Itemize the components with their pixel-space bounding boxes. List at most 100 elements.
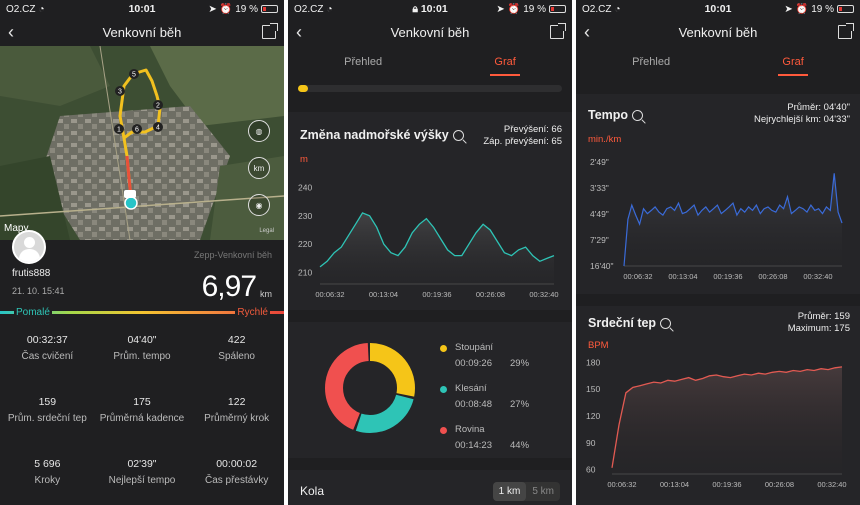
legend-time: 00:08:48 xyxy=(455,399,492,410)
y-tick-label: 60 xyxy=(586,465,596,475)
back-icon[interactable]: ‹ xyxy=(584,21,590,42)
lap-5km-option[interactable]: 5 km xyxy=(532,486,554,497)
zoom-icon[interactable] xyxy=(452,129,464,141)
page-title: Venkovní běh xyxy=(390,24,470,40)
stat-label: Nejlepší tempo xyxy=(108,475,176,486)
progress-track xyxy=(298,85,562,92)
km-toggle-button[interactable]: km xyxy=(248,157,270,179)
alarm-icon: ⏰ xyxy=(219,3,233,15)
page-title: Venkovní běh xyxy=(102,24,182,40)
location-icon: ➤ xyxy=(784,3,793,15)
pace-best-km: Nejrychlejší km: 04'33" xyxy=(754,114,850,125)
status-bar: O2.CZ ◔ 10:01 ➤ ⏰ 19 % xyxy=(0,0,284,18)
pace-average: Průměr: 04'40" xyxy=(787,102,850,113)
wifi-icon: ◔ xyxy=(38,3,45,15)
back-icon[interactable]: ‹ xyxy=(296,21,302,42)
y-tick-label: 7'29" xyxy=(590,235,609,245)
back-icon[interactable]: ‹ xyxy=(8,21,14,42)
share-icon[interactable] xyxy=(262,23,278,39)
stat-value: 122 xyxy=(227,396,246,408)
route-map[interactable]: 1 2 3 4 5 6 ◍ km ◉ Mapy Legal xyxy=(0,46,284,240)
hr-average: Průměr: 159 xyxy=(797,311,850,322)
screen-summary: O2.CZ ◔ 10:01 ➤ ⏰ 19 % ‹ Venkovní běh xyxy=(0,0,284,505)
lap-1km-option[interactable]: 1 km xyxy=(492,482,527,501)
previous-section-scroll xyxy=(288,80,572,102)
carrier-label: O2.CZ xyxy=(6,3,36,15)
tab-overview[interactable]: Přehled xyxy=(632,56,671,68)
x-tick-label: 00:06:32 xyxy=(623,272,652,281)
series-line xyxy=(611,366,843,468)
x-tick-label: 00:13:04 xyxy=(369,290,398,299)
elevation-chart[interactable]: 240 230 220 210 00:06:32 00:13:04 00:19:36 00:2… xyxy=(288,112,572,310)
share-icon[interactable] xyxy=(838,23,854,39)
wifi-icon: ◔ xyxy=(326,3,333,15)
y-tick-label: 210 xyxy=(298,268,312,278)
stat-item: 159 Prům. srdeční tep xyxy=(0,396,95,424)
share-icon[interactable] xyxy=(550,23,566,39)
tab-bar: Přehled Graf xyxy=(288,46,572,76)
tab-graph[interactable]: Graf xyxy=(778,46,809,76)
donut-slice xyxy=(325,343,415,433)
heart-rate-chart[interactable]: 180 150 120 90 60 00:06:32 00:13:04 00:19:36 00:… xyxy=(576,306,860,505)
battery-icon xyxy=(549,5,566,13)
pace-summary: Průměr: 04'40" Nejrychlejší km: 04'33" xyxy=(754,102,850,126)
battery-label: 19 % xyxy=(811,3,834,15)
eye-icon[interactable]: ◉ xyxy=(248,194,270,216)
pace-chart[interactable]: 2'49" 3'33" 4'49" 7'29" 16'40" 00:06:32 00:13:… xyxy=(576,94,860,294)
avatar[interactable] xyxy=(12,230,46,264)
nav-bar: ‹ Venkovní běh xyxy=(0,18,284,46)
stat-value: 00:00:02 xyxy=(216,458,258,470)
stat-value: 02'39" xyxy=(127,458,157,470)
legend-name: Klesání xyxy=(455,383,487,394)
globe-icon[interactable]: ◍ xyxy=(248,120,270,142)
series-line xyxy=(319,212,555,268)
tab-overview[interactable]: Přehled xyxy=(344,56,383,68)
distance-unit: km xyxy=(260,289,272,299)
y-tick-label: 2'49" xyxy=(590,157,609,167)
legend-time: 00:14:23 xyxy=(455,440,492,451)
legend-time: 00:09:26 xyxy=(455,358,492,369)
map-marker-2: 2 xyxy=(156,103,160,110)
nav-bar: ‹ Venkovní běh xyxy=(288,18,572,46)
zoom-icon[interactable] xyxy=(632,109,644,121)
map-marker-1: 1 xyxy=(117,127,121,134)
series-line xyxy=(623,173,843,267)
lock-icon: 🔒︎ xyxy=(412,2,418,15)
screen-pace-hr: O2.CZ ◔ 10:01 ➤ ⏰ 19 % ‹ Venkovní běh Přehl… xyxy=(576,0,860,505)
elevation-title: Změna nadmořské výšky xyxy=(300,128,464,142)
legend-dot xyxy=(440,345,447,352)
legend-dot xyxy=(440,427,447,434)
stat-value: 175 xyxy=(133,396,151,408)
stat-value: 5 696 xyxy=(34,458,61,470)
alarm-icon: ⏰ xyxy=(507,3,521,15)
battery-icon xyxy=(261,5,278,13)
battery-label: 19 % xyxy=(523,3,546,15)
stat-label: Čas přestávky xyxy=(204,475,269,486)
stat-label: Spáleno xyxy=(218,351,255,362)
legend-percent: 27% xyxy=(510,399,530,410)
map-marker-4: 4 xyxy=(156,125,160,132)
zoom-icon[interactable] xyxy=(660,317,672,329)
donut-slice xyxy=(325,343,415,433)
stat-value: 422 xyxy=(227,334,246,346)
stat-item: 422 Spáleno xyxy=(189,334,284,362)
tab-graph[interactable]: Graf xyxy=(490,46,521,76)
x-tick-label: 00:19:36 xyxy=(713,272,742,281)
x-tick-label: 00:26:08 xyxy=(476,290,505,299)
maps-brand: Mapy xyxy=(4,223,29,234)
status-bar: O2.CZ ◔ 🔒︎ 10:01 ➤ ⏰ 19 % xyxy=(288,0,572,18)
clock: 10:01 xyxy=(704,3,732,15)
stat-item: 00:00:02 Čas přestávky xyxy=(189,458,284,486)
lap-distance-selector: 1 km 5 km xyxy=(492,482,560,501)
distance-value: 6,97 xyxy=(201,270,257,303)
pace-unit: min./km xyxy=(588,134,622,145)
x-tick-label: 00:13:04 xyxy=(660,480,689,489)
battery-label: 19 % xyxy=(235,3,258,15)
elevation-gain: Převýšení: 66 xyxy=(503,124,562,135)
x-tick-label: 00:06:32 xyxy=(315,290,344,299)
wifi-icon: ◔ xyxy=(614,3,621,15)
activity-date: 21. 10. 15:41 xyxy=(12,286,65,296)
terrain-donut-chart[interactable] xyxy=(298,322,438,458)
map-legal-link[interactable]: Legal xyxy=(259,228,274,234)
carrier-label: O2.CZ xyxy=(294,3,324,15)
